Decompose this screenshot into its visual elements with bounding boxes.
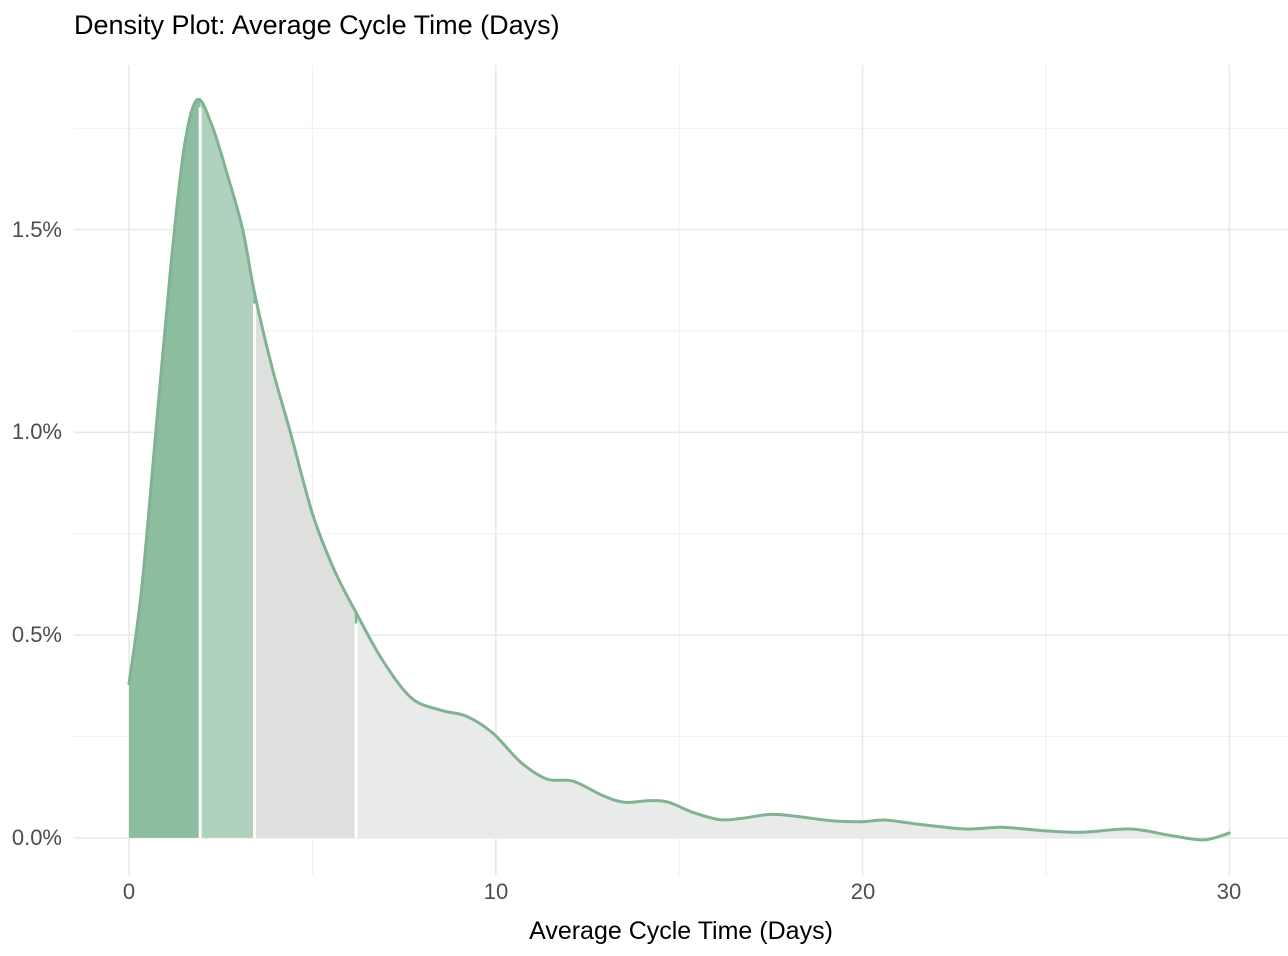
x-axis-title: Average Cycle Time (Days) [529,917,833,945]
density-area-band-3 [254,292,357,838]
x-tick-label: 0 [122,879,136,904]
y-tick-label: 1.0% [11,419,62,444]
density-area-band-1 [129,99,201,838]
density-area-band-4 [356,612,1230,838]
x-tick-label: 10 [483,879,509,904]
chart-title: Density Plot: Average Cycle Time (Days) [74,10,560,40]
x-tick-label: 30 [1216,879,1242,904]
y-tick-label: 0.0% [11,825,62,850]
density-area-band-2 [200,100,255,838]
x-tick-label: 20 [850,879,876,904]
density-curve [127,97,1231,842]
y-tick-label: 1.5% [11,217,62,242]
y-tick-label: 0.5% [11,622,62,647]
